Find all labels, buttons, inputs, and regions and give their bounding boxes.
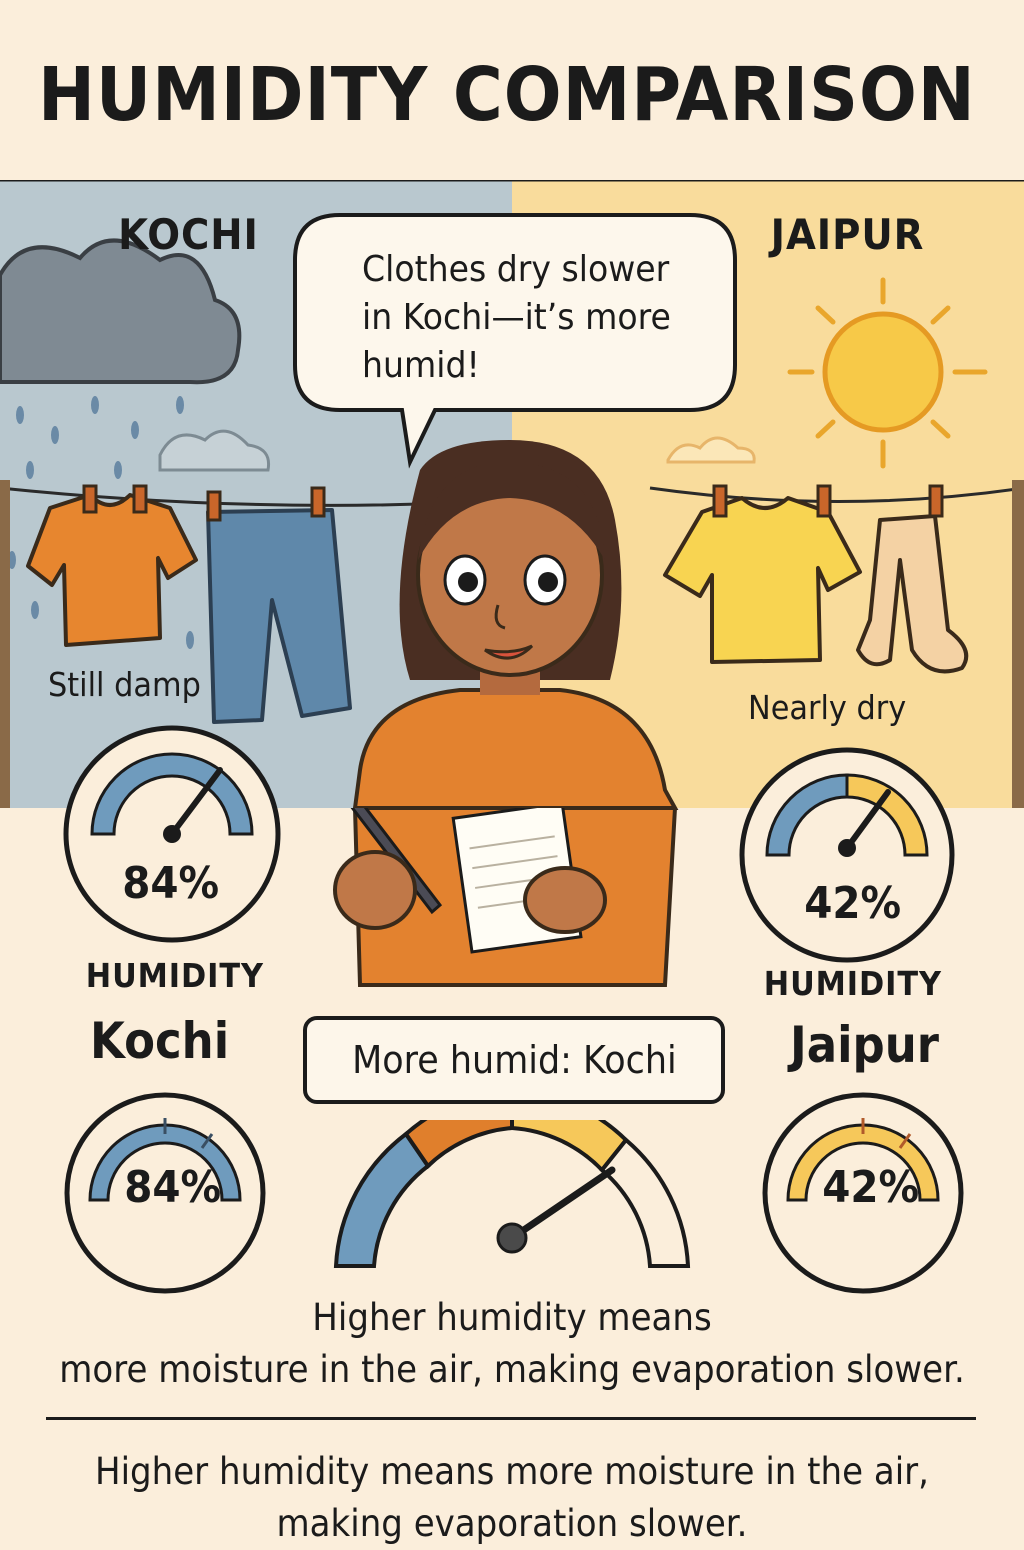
kochi-clothes-note: Still damp <box>48 665 201 704</box>
speech-bubble-text: Clothes dry slower in Kochi—it’s more hu… <box>362 249 671 386</box>
kochi-gauge-value: 84% <box>122 858 220 909</box>
girl-illustration <box>352 440 679 810</box>
jaipur-clothes-note: Nearly dry <box>748 688 907 727</box>
divider <box>46 1417 976 1420</box>
explanation-caption: Higher humidity means more moisture in t… <box>0 1292 1024 1396</box>
footer-line-2: making evaporation slower. <box>276 1502 748 1545</box>
kochi-name: Kochi <box>90 1012 230 1070</box>
jaipur-small-gauge-value: 42% <box>822 1162 920 1213</box>
page-title: HUMIDITY COMPARISON <box>38 52 976 138</box>
jaipur-gauge-value: 42% <box>804 878 902 929</box>
comparison-gauge-icon <box>333 1120 691 1268</box>
jaipur-small-gauge <box>762 1092 964 1294</box>
jaipur-humidity-label: HUMIDITY <box>763 964 942 1003</box>
clothesline-icon <box>0 480 1024 808</box>
caption-line-2: more moisture in the air, making evapora… <box>59 1348 965 1391</box>
kochi-small-gauge-value: 84% <box>124 1162 222 1213</box>
speech-bubble <box>293 213 737 469</box>
jaipur-label: JAIPUR <box>770 210 925 259</box>
caption-line-1: Higher humidity means <box>312 1296 712 1339</box>
verdict-text: More humid: Kochi <box>351 1038 677 1082</box>
kochi-small-gauge <box>64 1092 266 1294</box>
verdict-box: More humid: Kochi <box>303 1016 725 1104</box>
rain-cloud-icon <box>0 238 271 649</box>
kochi-humidity-label: HUMIDITY <box>85 956 264 995</box>
footer-line-1: Higher humidity means more moisture in t… <box>94 1450 930 1493</box>
kochi-humidity-gauge <box>63 725 281 943</box>
footer-caption: Higher humidity means more moisture in t… <box>0 1446 1024 1550</box>
weather-scene <box>0 180 1024 810</box>
kochi-label: KOCHI <box>118 210 259 259</box>
jaipur-humidity-gauge <box>739 747 955 963</box>
jaipur-name: Jaipur <box>790 1016 939 1074</box>
sun-icon <box>787 277 988 469</box>
girl-torso <box>333 808 678 987</box>
